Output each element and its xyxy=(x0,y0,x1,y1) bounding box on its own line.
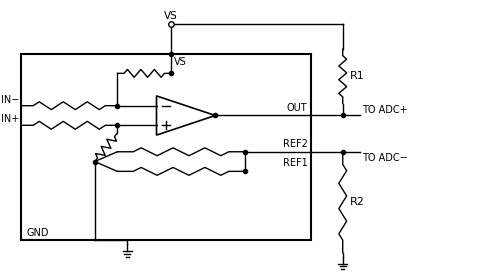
Text: GND: GND xyxy=(26,228,49,238)
Text: VS: VS xyxy=(164,11,178,21)
Text: TO ADC−: TO ADC− xyxy=(362,153,408,163)
Text: OUT: OUT xyxy=(287,102,307,113)
Text: IN−: IN− xyxy=(1,95,19,105)
Text: IN+: IN+ xyxy=(1,114,19,124)
Bar xyxy=(21,54,311,240)
Text: TO ADC+: TO ADC+ xyxy=(362,104,408,115)
Text: REF2: REF2 xyxy=(282,139,307,149)
Text: REF1: REF1 xyxy=(282,158,307,169)
Text: R1: R1 xyxy=(349,71,364,81)
Text: R2: R2 xyxy=(349,197,364,207)
Text: VS: VS xyxy=(174,57,187,67)
